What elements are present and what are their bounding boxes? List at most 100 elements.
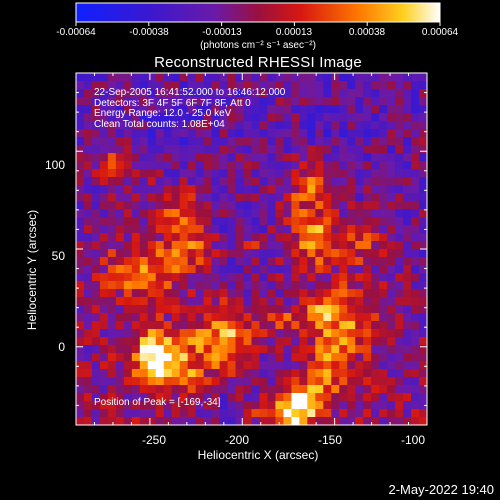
- heatmap-cell: [291, 297, 299, 305]
- heatmap-cell: [331, 417, 339, 425]
- heatmap-cell: [84, 393, 92, 401]
- heatmap-cell: [291, 289, 299, 297]
- heatmap-cell: [291, 313, 299, 321]
- heatmap-cell: [259, 209, 267, 217]
- x-tick-label: -200: [225, 433, 249, 447]
- heatmap-cell: [220, 137, 228, 145]
- heatmap-cell: [196, 209, 204, 217]
- heatmap-cell: [188, 361, 196, 369]
- heatmap-cell: [220, 393, 228, 401]
- heatmap-cell: [76, 81, 84, 89]
- heatmap-cell: [140, 209, 148, 217]
- heatmap-cell: [323, 289, 331, 297]
- heatmap-cell: [84, 257, 92, 265]
- heatmap-cell: [100, 257, 108, 265]
- heatmap-cell: [148, 217, 156, 225]
- heatmap-cell: [124, 185, 132, 193]
- heatmap-cell: [291, 353, 299, 361]
- heatmap-cell: [124, 353, 132, 361]
- heatmap-cell: [212, 297, 220, 305]
- heatmap-cell: [188, 217, 196, 225]
- heatmap-cell: [379, 97, 387, 105]
- heatmap-cell: [140, 353, 148, 361]
- heatmap-cell: [379, 201, 387, 209]
- heatmap-cell: [379, 377, 387, 385]
- heatmap-cell: [363, 129, 371, 137]
- heatmap-cell: [172, 369, 180, 377]
- heatmap-cell: [275, 289, 283, 297]
- heatmap-cell: [395, 249, 403, 257]
- heatmap-cell: [315, 313, 323, 321]
- heatmap-cell: [363, 345, 371, 353]
- heatmap-cell: [172, 185, 180, 193]
- heatmap-cell: [355, 73, 363, 81]
- heatmap-cell: [188, 289, 196, 297]
- heatmap-cell: [148, 73, 156, 81]
- heatmap-cell: [212, 329, 220, 337]
- heatmap-cell: [196, 361, 204, 369]
- heatmap-cell: [291, 137, 299, 145]
- heatmap-cell: [124, 321, 132, 329]
- heatmap-cell: [387, 377, 395, 385]
- heatmap-cell: [291, 185, 299, 193]
- heatmap-cell: [252, 369, 260, 377]
- heatmap-cell: [355, 265, 363, 273]
- heatmap-cell: [379, 273, 387, 281]
- heatmap-cell: [347, 313, 355, 321]
- heatmap-cell: [403, 337, 411, 345]
- heatmap-cell: [283, 305, 291, 313]
- heatmap-cell: [76, 129, 84, 137]
- heatmap-cell: [124, 265, 132, 273]
- heatmap-cell: [116, 281, 124, 289]
- heatmap-cell: [355, 337, 363, 345]
- heatmap-cell: [379, 345, 387, 353]
- heatmap-cell: [244, 361, 252, 369]
- heatmap-cell: [315, 97, 323, 105]
- heatmap-cell: [395, 209, 403, 217]
- heatmap-cell: [132, 329, 140, 337]
- heatmap-cell: [331, 105, 339, 113]
- heatmap-cell: [259, 385, 267, 393]
- heatmap-cell: [267, 193, 275, 201]
- heatmap-cell: [379, 169, 387, 177]
- heatmap-cell: [379, 337, 387, 345]
- heatmap-cell: [132, 73, 140, 81]
- x-axis-label: Heliocentric X (arcsec): [198, 448, 319, 462]
- heatmap-cell: [228, 353, 236, 361]
- heatmap-cell: [347, 257, 355, 265]
- heatmap-cell: [108, 257, 116, 265]
- heatmap-cell: [315, 329, 323, 337]
- heatmap-cell: [164, 161, 172, 169]
- heatmap-cell: [140, 313, 148, 321]
- heatmap-cell: [419, 129, 427, 137]
- heatmap-cell: [283, 417, 291, 425]
- heatmap-cell: [275, 137, 283, 145]
- heatmap-cell: [148, 409, 156, 417]
- heatmap-cell: [323, 81, 331, 89]
- heatmap-cell: [419, 249, 427, 257]
- heatmap-cell: [299, 73, 307, 81]
- heatmap-cell: [164, 185, 172, 193]
- heatmap-cell: [363, 145, 371, 153]
- heatmap-cell: [76, 393, 84, 401]
- heatmap-cell: [140, 177, 148, 185]
- heatmap-cell: [116, 217, 124, 225]
- heatmap-cell: [291, 417, 299, 425]
- heatmap-cell: [339, 217, 347, 225]
- heatmap-cell: [220, 129, 228, 137]
- heatmap-cell: [259, 129, 267, 137]
- heatmap-cell: [363, 73, 371, 81]
- heatmap-cell: [100, 137, 108, 145]
- heatmap-cell: [116, 169, 124, 177]
- heatmap-cell: [108, 249, 116, 257]
- heatmap-cell: [339, 281, 347, 289]
- heatmap-cell: [212, 361, 220, 369]
- heatmap-cell: [403, 73, 411, 81]
- heatmap-cell: [275, 209, 283, 217]
- heatmap-cell: [84, 369, 92, 377]
- heatmap-cell: [371, 281, 379, 289]
- heatmap-cell: [307, 137, 315, 145]
- heatmap-cell: [180, 265, 188, 273]
- heatmap-cell: [411, 233, 419, 241]
- heatmap-cell: [419, 337, 427, 345]
